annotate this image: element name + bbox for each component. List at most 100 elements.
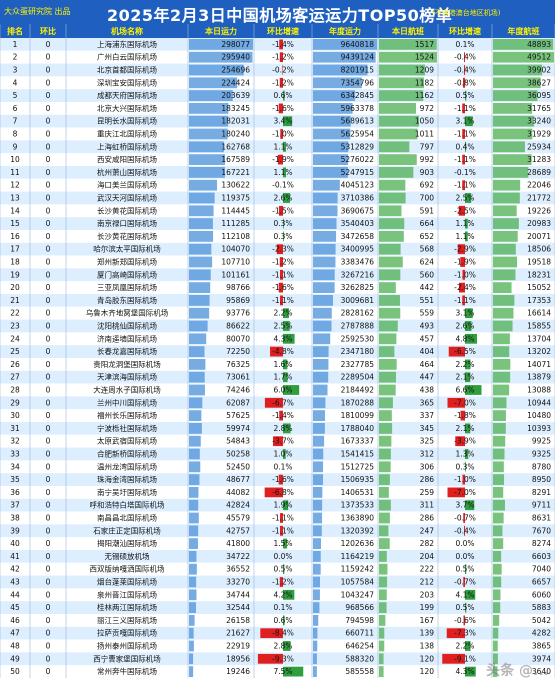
change-label: -1.6% (272, 104, 294, 113)
row-background (0, 255, 555, 269)
value-bar (379, 576, 388, 588)
airport-name: 乌鲁木齐地窝堡国际机场 (86, 308, 169, 318)
change-bar (462, 269, 465, 280)
value-label: 120 (420, 667, 435, 676)
row-background (0, 370, 555, 384)
value-label: 311 (420, 501, 435, 510)
value-label: 624 (420, 258, 435, 267)
value-label: 222 (420, 565, 435, 574)
value-bar (493, 243, 516, 255)
rank-change-label: 0 (46, 232, 51, 241)
column-header: 机场名称 (111, 26, 143, 36)
value-label: 25934 (527, 142, 551, 151)
row-background (0, 562, 555, 576)
change-bar (279, 52, 283, 63)
value-bar (313, 307, 332, 319)
table-row: 7 0 昆明长水国际机场 182031 3.4% 5689613 1050 3.1% 33240 (0, 114, 555, 128)
value-label: 182031 (221, 117, 250, 126)
value-label: 95869 (226, 296, 250, 305)
value-label: 8950 (532, 475, 551, 484)
value-label: 1209 (415, 66, 434, 75)
value-label: 551 (420, 296, 435, 305)
value-bar (313, 627, 318, 639)
value-bar (313, 115, 351, 127)
value-label: 247 (420, 526, 435, 535)
value-bar (189, 307, 210, 319)
value-label: 1788040 (341, 424, 375, 433)
value-bar (379, 602, 387, 613)
rank-label: 23 (10, 322, 20, 331)
change-bar (283, 308, 289, 319)
value-bar (189, 295, 210, 306)
rank-change-label: 0 (46, 552, 51, 561)
rank-change-label: 0 (46, 347, 51, 356)
value-bar (189, 115, 229, 127)
rank-label: 32 (10, 437, 20, 446)
value-label: 3974 (532, 654, 551, 663)
rank-change-label: 0 (46, 181, 51, 190)
change-label: 4.8% (455, 334, 474, 343)
change-label: -0.1% (454, 168, 476, 177)
value-bar (313, 167, 348, 178)
value-label: 5883 (532, 603, 551, 612)
change-bar (465, 602, 467, 613)
value-label: 44082 (226, 488, 250, 497)
value-bar (189, 346, 205, 357)
value-label: 98766 (226, 283, 250, 292)
change-label: 0.1% (273, 462, 292, 471)
change-bar (462, 103, 465, 114)
table-row: 28 0 大连周水子国际机场 74246 6.0% 2184492 438 6.6% 13088 (0, 383, 555, 397)
column-header: 排名 (7, 26, 23, 36)
change-label: -1.0% (454, 475, 476, 484)
value-label: 797 (420, 142, 435, 151)
table-row: 37 0 呼和浩特白塔国际机场 42824 1.9% 1373533 311 3.7% 9711 (0, 498, 555, 512)
row-background (0, 383, 555, 397)
value-label: 10393 (527, 424, 551, 433)
rank-label: 39 (10, 526, 20, 535)
value-bar (189, 103, 229, 114)
value-bar (493, 154, 532, 165)
rank-label: 1 (13, 40, 18, 49)
change-bar (260, 628, 283, 639)
value-bar (379, 128, 418, 140)
change-label: 2.6% (273, 194, 292, 203)
table-row: 39 0 石家庄正定国际机场 42757 -1.1% 1320392 247 -0.4% 767… (0, 524, 555, 538)
value-bar (493, 538, 504, 549)
row-background (0, 140, 555, 154)
value-bar (493, 589, 501, 601)
value-bar (313, 666, 317, 677)
airport-name: 天津滨海国际机场 (97, 372, 157, 382)
value-label: 7040 (532, 565, 551, 574)
table-row: 26 0 贵阳龙洞堡国际机场 76325 1.6% 2327785 464 2.2% 14071 (0, 358, 555, 371)
rank-label: 13 (10, 194, 20, 203)
value-label: 42824 (226, 501, 250, 510)
value-bar (493, 627, 499, 639)
value-bar (379, 397, 393, 409)
value-label: 2327785 (341, 360, 375, 369)
value-label: 15052 (527, 283, 551, 292)
rank-label: 44 (10, 590, 20, 599)
value-bar (313, 499, 323, 511)
value-bar (493, 218, 519, 229)
row-background (0, 498, 555, 512)
rank-change-label: 0 (46, 437, 51, 446)
value-bar (379, 51, 437, 63)
change-label: 2.8% (273, 642, 292, 651)
row-background (0, 550, 555, 563)
value-bar (379, 39, 437, 50)
change-label: 2.5% (455, 194, 474, 203)
change-bar (459, 282, 465, 293)
value-bar (493, 179, 521, 191)
table-row: 42 0 西双版纳嘎洒国际机场 36552 0.5% 1159242 222 0.5% 7040 (0, 562, 555, 576)
change-bar (465, 666, 476, 677)
airport-name: 烟台蓬莱国际机场 (97, 577, 157, 587)
value-label: 3690675 (341, 206, 375, 215)
value-label: 652 (420, 232, 435, 241)
value-label: 203 (420, 590, 435, 599)
rank-change-label: 0 (46, 53, 51, 62)
change-label: 1.7% (273, 373, 292, 382)
column-header: 环比 (40, 26, 56, 36)
change-label: -9.1% (454, 654, 476, 663)
value-label: 7670 (532, 526, 551, 535)
value-label: 9439124 (341, 53, 375, 62)
